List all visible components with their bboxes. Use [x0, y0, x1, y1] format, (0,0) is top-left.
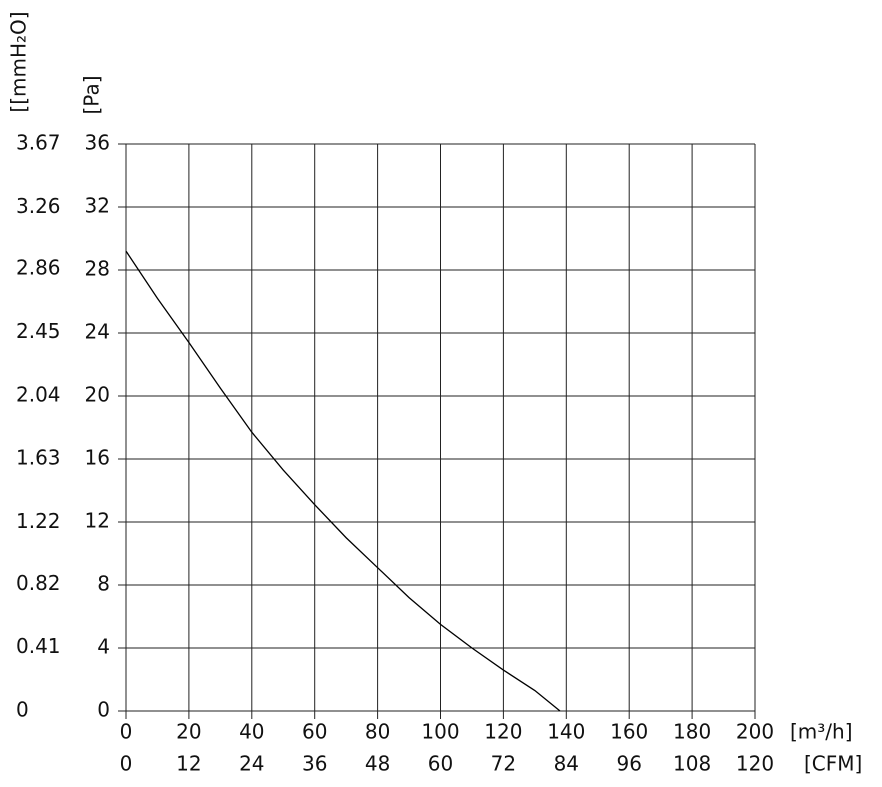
x2-tick-label: 12 [176, 752, 201, 776]
y2-tick-label: 3.67 [16, 131, 61, 155]
x-tick-label: 120 [484, 720, 522, 744]
y-tick-label: 12 [85, 509, 110, 533]
y2-tick-label: 2.45 [16, 319, 61, 343]
x-axis-title: [m³/h] [790, 720, 853, 744]
y-tick-label: 20 [85, 383, 110, 407]
x2-tick-label: 108 [673, 752, 711, 776]
x-tick-label: 40 [239, 720, 264, 744]
y-tick-label: 8 [97, 572, 110, 596]
y2-tick-label: 0.82 [16, 571, 61, 595]
x-tick-label: 20 [176, 720, 201, 744]
y-tick-label: 4 [97, 635, 110, 659]
x2-tick-label: 120 [736, 752, 774, 776]
x2-tick-label: 60 [428, 752, 453, 776]
y-tick-label: 0 [97, 698, 110, 722]
y2-tick-label: 0 [16, 698, 29, 722]
y2-tick-label: 0.41 [16, 634, 61, 658]
x2-tick-label: 96 [616, 752, 641, 776]
x2-tick-label: 72 [491, 752, 516, 776]
y-tick-label: 16 [85, 446, 110, 470]
x-tick-label: 200 [736, 720, 774, 744]
x2-tick-label: 84 [554, 752, 579, 776]
y2-tick-label: 1.63 [16, 446, 61, 470]
y2-axis-title: [[mmH₂O] [7, 11, 31, 112]
y2-tick-label: 3.26 [16, 194, 61, 218]
x-tick-label: 0 [120, 720, 133, 744]
x2-tick-label: 36 [302, 752, 327, 776]
x2-tick-label: 24 [239, 752, 264, 776]
x-tick-label: 140 [547, 720, 585, 744]
y-tick-label: 32 [85, 194, 110, 218]
x2-axis-title: [CFM] [804, 752, 862, 776]
x2-tick-label: 0 [120, 752, 133, 776]
curve [125, 250, 561, 712]
x-tick-label: 180 [673, 720, 711, 744]
y-tick-label: 24 [85, 320, 110, 344]
y-tick-label: 28 [85, 257, 110, 281]
y-tick-label: 36 [85, 131, 110, 155]
x-tick-label: 100 [421, 720, 459, 744]
x-tick-label: 60 [302, 720, 327, 744]
x-tick-label: 80 [365, 720, 390, 744]
y-axis-title: [Pa] [80, 75, 104, 114]
y2-tick-label: 2.86 [16, 256, 61, 280]
y2-tick-label: 1.22 [16, 509, 61, 533]
y2-tick-label: 2.04 [16, 382, 61, 406]
x-tick-label: 160 [610, 720, 648, 744]
x2-tick-label: 48 [365, 752, 390, 776]
